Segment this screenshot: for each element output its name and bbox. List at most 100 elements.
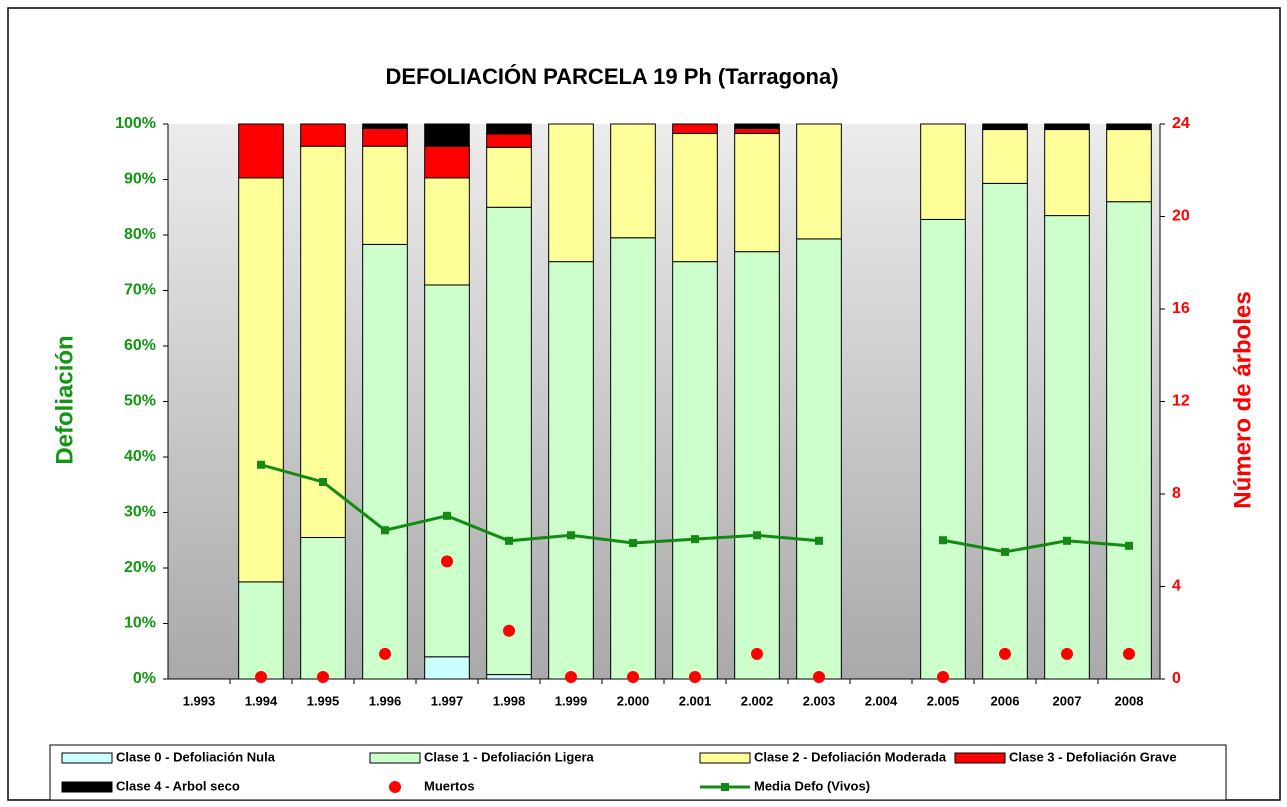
y2-tick-label: 24 [1172,115,1190,132]
bar-segment [610,123,656,239]
line-marker [257,460,265,469]
x-tick-label: 2.002 [741,693,774,708]
scatter-point [317,671,329,683]
bar-segment [548,261,594,680]
x-tick-label: 2006 [991,693,1020,708]
x-tick-label: 1.993 [183,693,216,708]
bar-segment [982,129,1028,184]
bar-segment [548,123,594,263]
bar-segment [920,218,966,680]
bar-segment [424,177,470,286]
x-tick-label: 2.004 [865,693,898,708]
legend-swatch [61,752,113,764]
y2-tick-label: 12 [1172,393,1190,410]
legend-label: Clase 0 - Defoliación Nula [116,749,276,764]
y-tick-label: 10% [124,615,156,632]
bar-segment [734,127,780,134]
bar-segment [486,133,532,148]
y-tick-label: 80% [124,226,156,243]
line-marker [815,536,823,545]
x-tick-label: 1.999 [555,693,588,708]
y2-tick-label: 0 [1172,670,1181,687]
x-tick-label: 2007 [1053,693,1082,708]
scatter-point [441,555,453,568]
bar-segment [300,123,346,147]
x-tick-label: 2008 [1115,693,1144,708]
x-tick-label: 1.996 [369,693,402,708]
scatter-point [503,624,515,637]
y2-tick-label: 16 [1172,300,1190,317]
line-marker [443,511,451,520]
line [260,463,1130,554]
y-axis-title: Defoliación [51,335,78,464]
bar-segment [672,132,718,263]
y2-tick-label: 8 [1172,485,1181,502]
x-tick-label: 1.994 [245,693,278,708]
bar-segment [362,127,408,147]
x-tick-label: 2.001 [679,693,712,708]
scatter-point [1123,647,1135,660]
legend-label: Muertos [424,778,475,793]
bar-segment [300,536,346,680]
bar-segment [424,284,470,658]
bar-segment [796,238,842,680]
legend-label: Media Defo (Vivos) [754,778,870,793]
bar-segment [1106,201,1152,680]
legend-label: Clase 1 - Defoliación Ligera [424,749,595,764]
x-tick-label: 2.003 [803,693,836,708]
line-marker [753,531,761,540]
bar-segment [238,123,284,179]
line-marker [691,535,699,544]
y-tick-label: 100% [115,115,156,132]
bar-segment [424,656,470,680]
bar-segment [424,123,470,147]
bar-segment [1044,123,1090,131]
bar-segment [672,123,718,134]
bar-segment [486,674,532,680]
line-marker [505,536,513,545]
line-marker [1063,536,1071,545]
bar-segment [982,182,1028,680]
y-tick-label: 0% [133,670,156,687]
bar-segment [734,132,780,253]
legend-swatch [389,781,401,793]
bar-segment [610,237,656,680]
scatter-point [565,671,577,683]
bar-segment [1106,123,1152,131]
x-tick-label: 1.998 [493,693,526,708]
bar-segment [486,206,532,676]
bar-segment [238,581,284,680]
y2-tick-label: 20 [1172,208,1190,225]
line-marker [939,536,947,545]
scatter-point [379,647,391,660]
scatter-point [937,671,949,683]
bar-segment [1044,215,1090,680]
bar-segment [982,123,1028,131]
x-tick-label: 1.997 [431,693,464,708]
x-tick-label: 2.005 [927,693,960,708]
bar-segment [1044,129,1090,217]
bar-segment [920,123,966,220]
line-marker [567,531,575,540]
y-tick-label: 90% [124,171,156,188]
scatter-point [689,671,701,683]
legend-label: Clase 3 - Defoliación Grave [1009,749,1177,764]
scatter-point [813,671,825,683]
scatter-point [627,671,639,683]
line-marker [319,477,327,486]
bar-segment [238,177,284,583]
line-marker [381,526,389,535]
line-marker [1001,547,1009,556]
legend-swatch [954,752,1006,764]
y-tick-label: 20% [124,559,156,576]
bar-segment [1106,129,1152,203]
bar-segment [486,123,532,135]
legend-label: Clase 4 - Arbol seco [116,778,240,793]
bar-segment [734,123,780,129]
y-tick-label: 40% [124,448,156,465]
x-tick-label: 1.995 [307,693,340,708]
legend-swatch [61,781,113,793]
legend-label: Clase 2 - Defoliación Moderada [754,749,947,764]
bar-segment [672,261,718,680]
